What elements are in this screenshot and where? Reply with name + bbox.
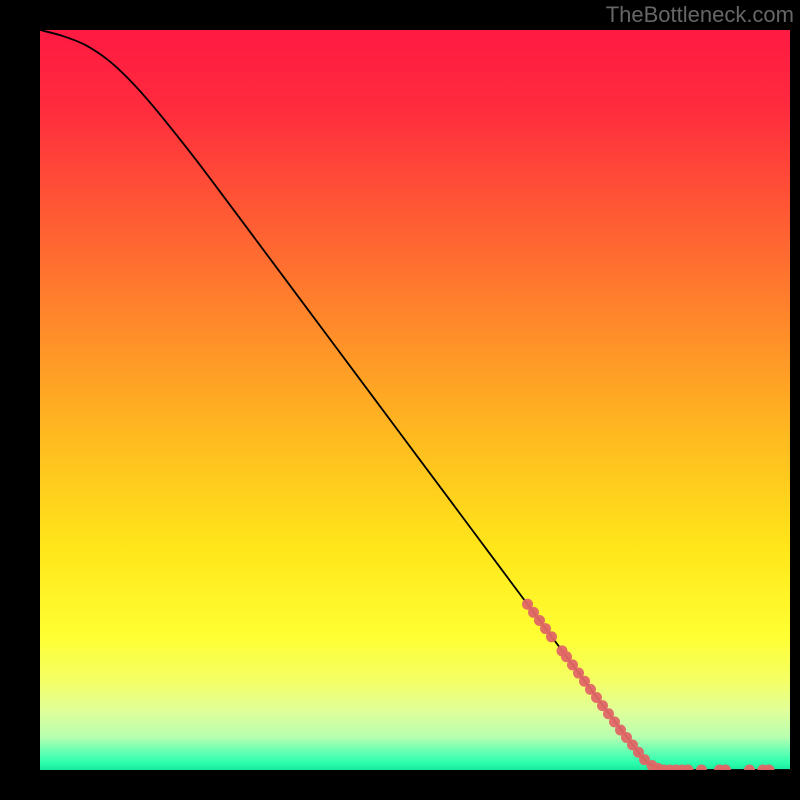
data-marker bbox=[546, 631, 557, 642]
chart-root: TheBottleneck.com bbox=[0, 0, 800, 800]
gradient-background bbox=[40, 30, 790, 770]
watermark-text: TheBottleneck.com bbox=[606, 2, 794, 28]
chart-plot bbox=[40, 30, 790, 770]
